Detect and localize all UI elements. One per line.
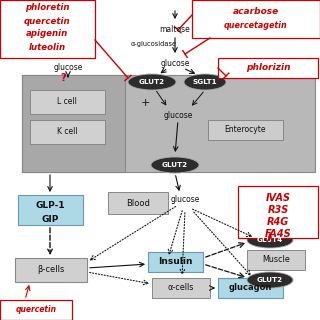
FancyBboxPatch shape bbox=[15, 258, 87, 282]
Text: GLUT2: GLUT2 bbox=[139, 79, 165, 85]
Text: ?: ? bbox=[60, 73, 66, 83]
Text: GLUT2: GLUT2 bbox=[257, 277, 283, 283]
Text: R3S: R3S bbox=[268, 205, 289, 215]
FancyBboxPatch shape bbox=[0, 0, 95, 58]
Text: Muscle: Muscle bbox=[262, 255, 290, 265]
Text: α-cells: α-cells bbox=[168, 284, 194, 292]
Text: SGLT1: SGLT1 bbox=[193, 79, 217, 85]
Text: GIP: GIP bbox=[41, 214, 59, 223]
FancyBboxPatch shape bbox=[148, 252, 203, 272]
Text: maltose: maltose bbox=[160, 26, 190, 35]
Ellipse shape bbox=[128, 74, 176, 90]
Ellipse shape bbox=[151, 157, 199, 173]
Text: GLUT4: GLUT4 bbox=[257, 237, 283, 243]
Ellipse shape bbox=[184, 74, 226, 90]
Text: K cell: K cell bbox=[57, 127, 77, 137]
FancyBboxPatch shape bbox=[108, 192, 168, 214]
Text: quercetin: quercetin bbox=[15, 306, 57, 315]
Text: apigenin: apigenin bbox=[26, 29, 68, 38]
FancyBboxPatch shape bbox=[208, 120, 283, 140]
Text: luteolin: luteolin bbox=[28, 43, 66, 52]
Text: quercetagetin: quercetagetin bbox=[224, 21, 288, 30]
FancyBboxPatch shape bbox=[238, 186, 318, 238]
FancyBboxPatch shape bbox=[247, 250, 305, 270]
Text: GLP-1: GLP-1 bbox=[35, 202, 65, 211]
FancyBboxPatch shape bbox=[22, 75, 315, 172]
FancyBboxPatch shape bbox=[152, 278, 210, 298]
FancyBboxPatch shape bbox=[30, 120, 105, 144]
Text: glucose: glucose bbox=[170, 196, 200, 204]
FancyBboxPatch shape bbox=[18, 195, 83, 225]
Text: glucose: glucose bbox=[163, 110, 193, 119]
Text: glucose: glucose bbox=[160, 59, 190, 68]
Text: β-cells: β-cells bbox=[37, 266, 65, 275]
Text: Insulin: Insulin bbox=[158, 258, 192, 267]
Text: IVAS: IVAS bbox=[266, 193, 291, 203]
Text: α-glucosidase: α-glucosidase bbox=[131, 41, 177, 47]
Text: phlorizin: phlorizin bbox=[246, 63, 290, 73]
FancyBboxPatch shape bbox=[30, 90, 105, 114]
Text: Enterocyte: Enterocyte bbox=[224, 125, 266, 134]
Text: FA4S: FA4S bbox=[265, 229, 291, 239]
Text: glucose: glucose bbox=[53, 63, 83, 73]
Text: L cell: L cell bbox=[57, 98, 77, 107]
Text: GLUT2: GLUT2 bbox=[162, 162, 188, 168]
FancyBboxPatch shape bbox=[0, 300, 72, 320]
Ellipse shape bbox=[247, 272, 293, 288]
FancyBboxPatch shape bbox=[218, 278, 283, 298]
Text: R4G: R4G bbox=[267, 217, 289, 227]
Text: quercetin: quercetin bbox=[24, 17, 70, 26]
Text: acarbose: acarbose bbox=[233, 7, 279, 17]
Ellipse shape bbox=[247, 232, 293, 248]
FancyBboxPatch shape bbox=[192, 0, 320, 38]
FancyBboxPatch shape bbox=[218, 58, 318, 78]
FancyBboxPatch shape bbox=[22, 75, 125, 172]
Text: Blood: Blood bbox=[126, 198, 150, 207]
Text: +: + bbox=[140, 98, 150, 108]
Text: glucagon: glucagon bbox=[228, 284, 272, 292]
Text: phloretin: phloretin bbox=[25, 4, 69, 12]
